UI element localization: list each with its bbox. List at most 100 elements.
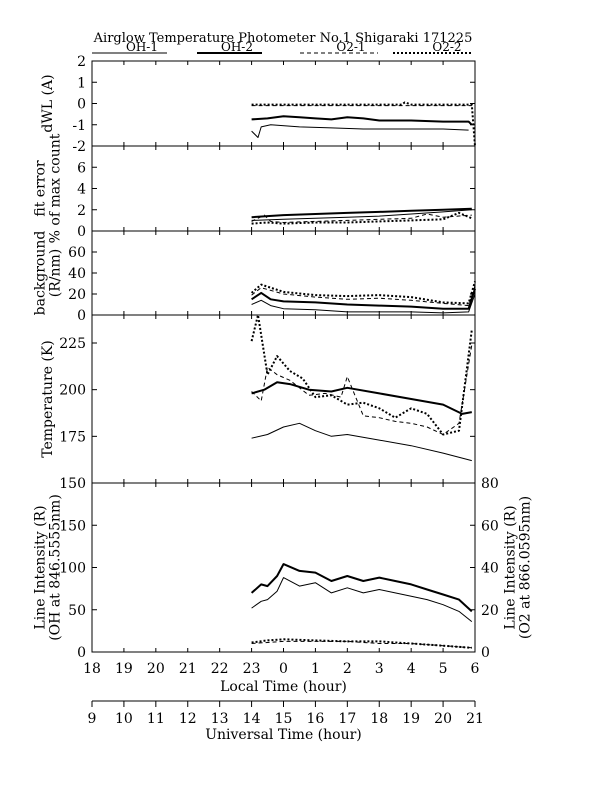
panel-frame <box>91 314 476 484</box>
y-tick-label: 1 <box>77 75 86 91</box>
series-line-o2-1 <box>251 640 472 649</box>
y-tick-label: -2 <box>72 139 86 155</box>
x-axis-label-ut: Universal Time (hour) <box>205 727 362 743</box>
panel-3: 60 40 20 0 background (R/nm) <box>33 230 476 324</box>
x-axis-universal-time: 9 10 11 12 13 14 15 16 17 18 19 20 21 Universal Time … <box>88 700 484 743</box>
y-axis-label: dWL (A) <box>40 74 56 132</box>
y-tick-label-right: 0 <box>481 645 490 661</box>
y-axis-label-right: (O2 at 866.0595nm) <box>518 496 534 639</box>
y-axis-label: (R/nm) <box>48 249 64 297</box>
series-line-oh-1 <box>251 124 469 138</box>
x-tick-label-local: 22 <box>211 661 229 677</box>
y-tick-label: 0 <box>77 645 86 661</box>
x-tick-label-local: 23 <box>243 661 261 677</box>
x-tick-label-ut: 21 <box>466 711 484 727</box>
x-tick-label-local: 1 <box>311 661 320 677</box>
x-tick-label-ut: 12 <box>179 711 197 727</box>
y-tick-label-right: 80 <box>481 476 499 492</box>
x-tick-label-ut: 15 <box>275 711 293 727</box>
y-axis-label: (OH at 846.5555nm) <box>48 494 64 641</box>
y-axis-label: background <box>33 231 49 316</box>
x-tick-label-ut: 11 <box>147 711 165 727</box>
y-tick-label: 50 <box>68 603 86 619</box>
y-axis-label: Temperature (K) <box>40 340 56 458</box>
panel-1: 2 1 0 -1 -2 dWL (A) <box>40 54 476 155</box>
y-axis-label: fit error <box>33 160 49 217</box>
panel-frame <box>91 482 476 653</box>
legend-label-o2-2: O2-2 <box>432 40 461 54</box>
legend-label-oh-1: OH-1 <box>126 40 158 54</box>
x-tick-label-ut: 19 <box>402 711 420 727</box>
y-tick-label-right: 40 <box>481 561 499 577</box>
y-tick-label: 2 <box>77 203 86 219</box>
series-line-o2-1 <box>251 213 472 223</box>
y-tick-label: -1 <box>72 118 86 134</box>
y-tick-label: 20 <box>68 287 86 303</box>
x-tick-label-ut: 20 <box>434 711 452 727</box>
series-line-o2-2 <box>251 101 476 147</box>
series-line-oh-2 <box>251 115 473 126</box>
x-tick-label-local: 18 <box>83 661 101 677</box>
y-tick-label: 200 <box>59 383 86 399</box>
y-tick-label: 60 <box>68 245 86 261</box>
x-tick-label-local: 4 <box>407 661 416 677</box>
y-tick-label: 175 <box>59 429 86 445</box>
y-axis-label: Line Intensity (R) <box>33 505 49 629</box>
y-tick-label: 40 <box>68 266 86 282</box>
x-tick-label-ut: 9 <box>88 711 97 727</box>
series-line-oh-1 <box>251 209 472 221</box>
series-line-oh-2 <box>250 563 473 613</box>
y-axis-label: % of max count <box>48 133 64 243</box>
legend-label-o2-1: O2-1 <box>336 40 365 54</box>
y-tick-label: 0 <box>77 224 86 240</box>
y-axis-label-right: Line Intensity (R) <box>503 505 519 629</box>
x-tick-label-local: 20 <box>147 661 165 677</box>
chart-legend: OH-1 OH-2 O2-1 O2-2 <box>92 40 473 54</box>
panel-frame <box>91 60 476 147</box>
series-line-oh-2 <box>251 288 476 310</box>
y-tick-label: 150 <box>59 476 86 492</box>
y-tick-label: 225 <box>59 336 86 352</box>
x-tick-label-ut: 14 <box>243 711 261 727</box>
y-tick-label: 0 <box>77 308 86 324</box>
series-line-oh-2 <box>251 381 472 415</box>
series-line-o2-2 <box>251 638 472 649</box>
x-tick-label-local: 21 <box>179 661 197 677</box>
x-tick-label-ut: 17 <box>338 711 356 727</box>
chart-title: Airglow Temperature Photometer No.1 Shig… <box>93 31 473 46</box>
x-tick-label-local: 3 <box>375 661 384 677</box>
panel-4: 225 200 175 150 Temperature (K) <box>40 314 476 492</box>
x-tick-label-ut: 18 <box>370 711 388 727</box>
y-tick-label-right: 60 <box>481 518 499 534</box>
x-tick-label-local: 19 <box>115 661 133 677</box>
y-tick-label: 4 <box>77 182 86 198</box>
legend-label-oh-2: OH-2 <box>221 40 253 54</box>
x-tick-label-local: 5 <box>439 661 448 677</box>
x-tick-label-ut: 10 <box>115 711 133 727</box>
y-tick-label: 2 <box>77 54 86 70</box>
x-tick-label-local: 6 <box>471 661 480 677</box>
panel-2: 6 4 2 0 fit error% of max count <box>33 133 476 243</box>
series-line-oh-1 <box>251 422 472 462</box>
y-tick-label: 100 <box>59 561 86 577</box>
series-line-o2-2 <box>251 211 473 225</box>
x-tick-label-ut: 16 <box>307 711 325 727</box>
series-line-o2-2 <box>250 281 476 305</box>
x-axis-label-local: Local Time (hour) <box>220 679 347 695</box>
y-tick-label: 150 <box>59 518 86 534</box>
series-line-o2-1 <box>251 285 476 307</box>
series-line-oh-2 <box>251 207 472 219</box>
y-tick-label-right: 20 <box>481 603 499 619</box>
x-tick-label-local: 2 <box>343 661 352 677</box>
y-tick-label: 6 <box>77 160 86 176</box>
series-line-o2-2 <box>250 314 473 436</box>
x-tick-label-local: 0 <box>279 661 288 677</box>
y-tick-label: 0 <box>77 97 86 113</box>
panel-frame <box>91 145 476 232</box>
x-tick-label-ut: 13 <box>211 711 229 727</box>
